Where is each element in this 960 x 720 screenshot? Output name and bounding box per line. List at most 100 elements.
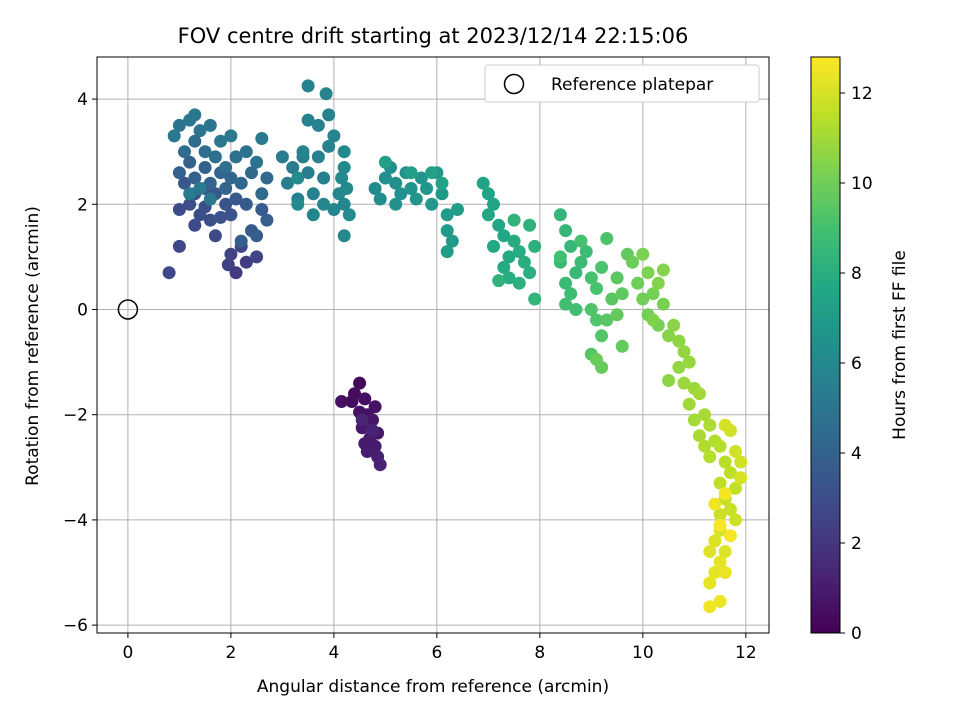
data-point — [703, 576, 717, 590]
data-point — [718, 566, 732, 579]
data-point — [311, 118, 325, 132]
data-point — [275, 150, 289, 164]
data-point — [301, 113, 315, 127]
y-tick-label: 4 — [77, 90, 88, 110]
data-point — [378, 155, 392, 169]
data-point — [662, 374, 676, 387]
data-point — [172, 166, 186, 180]
data-point — [517, 255, 531, 269]
data-point — [713, 508, 727, 522]
data-point — [698, 408, 712, 422]
data-point — [507, 234, 521, 248]
data-point — [188, 108, 202, 122]
data-point — [203, 192, 217, 206]
x-tick-label: 12 — [735, 643, 757, 663]
data-point — [703, 600, 717, 614]
data-point — [667, 318, 681, 332]
data-point — [718, 455, 732, 469]
data-point — [229, 192, 243, 206]
reference-marker — [117, 299, 139, 320]
data-point — [646, 313, 660, 327]
data-point — [234, 176, 248, 190]
data-point — [512, 245, 526, 259]
data-point — [708, 566, 722, 579]
data-point — [203, 118, 217, 132]
data-point — [569, 303, 583, 316]
data-point — [255, 203, 269, 216]
data-point — [172, 239, 186, 253]
data-point — [677, 376, 691, 390]
x-tick-label: 4 — [328, 643, 339, 663]
data-point — [615, 287, 629, 301]
data-point — [224, 247, 238, 261]
data-point — [250, 229, 264, 243]
data-point — [600, 232, 614, 245]
data-point — [255, 187, 269, 201]
data-point — [682, 355, 696, 369]
data-point — [366, 413, 379, 427]
data-point — [435, 176, 449, 190]
data-point — [487, 239, 500, 253]
data-point — [219, 197, 233, 211]
data-point — [636, 247, 650, 261]
data-point — [208, 150, 222, 164]
data-point — [564, 239, 578, 253]
data-point — [590, 282, 603, 295]
data-point — [672, 334, 686, 348]
data-point — [322, 139, 336, 153]
data-point — [523, 266, 537, 280]
data-point — [306, 187, 320, 201]
data-point — [492, 218, 506, 232]
y-tick-label: −2 — [63, 406, 88, 426]
data-point — [584, 303, 598, 316]
data-point — [579, 245, 593, 259]
data-point — [340, 182, 354, 195]
data-point — [178, 145, 191, 159]
data-point — [188, 171, 202, 185]
data-point — [445, 234, 459, 248]
reference-point — [117, 299, 139, 320]
data-point — [221, 258, 235, 272]
x-tick-label: 0 — [122, 643, 133, 663]
data-point — [203, 176, 217, 190]
data-point — [559, 276, 573, 290]
x-axis: 0 2 4 6 8 10 12 — [122, 633, 757, 663]
data-point — [219, 161, 233, 174]
data-point — [631, 276, 645, 290]
data-point — [440, 245, 454, 259]
data-point — [250, 155, 264, 169]
data-point — [183, 197, 197, 211]
plot-frame — [96, 56, 770, 634]
data-point — [703, 418, 717, 432]
x-tick-label: 6 — [431, 643, 442, 663]
legend-label: Reference platepar — [551, 75, 713, 95]
data-point — [626, 255, 639, 269]
data-point — [311, 150, 325, 164]
data-point — [389, 176, 403, 190]
data-point — [595, 260, 609, 274]
data-point — [723, 466, 737, 480]
data-point — [734, 455, 748, 469]
data-point — [574, 255, 588, 269]
data-point — [440, 224, 454, 238]
data-point — [366, 424, 379, 437]
data-point — [389, 197, 403, 211]
data-point — [327, 129, 341, 143]
data-point — [492, 274, 506, 288]
data-point — [224, 171, 238, 185]
data-point — [162, 266, 176, 280]
data-point — [373, 192, 387, 206]
data-point — [662, 329, 676, 343]
data-point — [178, 176, 191, 190]
data-point — [378, 171, 392, 185]
data-point — [317, 171, 331, 185]
data-point — [713, 518, 727, 532]
data-point — [497, 229, 511, 243]
data-point — [239, 255, 253, 269]
legend-box — [484, 64, 760, 103]
data-point — [224, 208, 238, 222]
x-tick-label: 10 — [632, 643, 654, 663]
data-point — [250, 250, 264, 264]
y-tick-label: 2 — [77, 195, 88, 215]
